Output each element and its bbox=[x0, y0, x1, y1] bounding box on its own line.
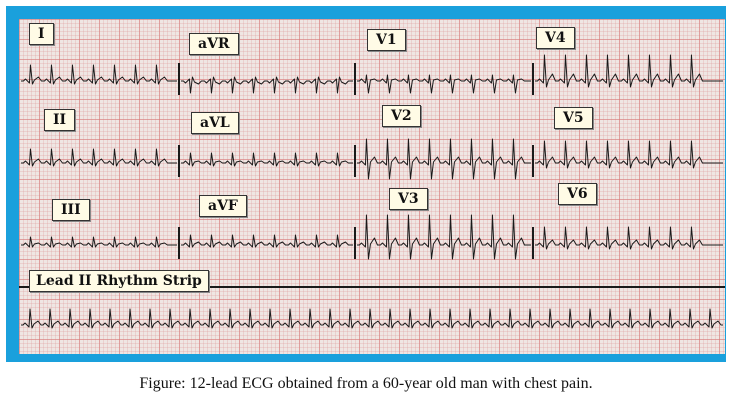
lead-ii-rhythm-trace bbox=[21, 308, 723, 329]
lead-v1-trace bbox=[357, 74, 531, 94]
lead-v5-trace bbox=[535, 140, 723, 169]
lead-ii-trace bbox=[21, 148, 177, 167]
lead-label-v3: V3 bbox=[389, 188, 428, 210]
lead-v3-trace bbox=[357, 214, 531, 260]
lead-avr-trace bbox=[181, 76, 353, 94]
lead-i-trace bbox=[21, 64, 177, 85]
figure-frame: I aVR V1 V4 II aVL V2 V5 III aVF V3 V6 L… bbox=[6, 6, 726, 362]
ecg-traces bbox=[19, 54, 725, 329]
lead-label-v5: V5 bbox=[554, 107, 593, 129]
lead-label-iii: III bbox=[52, 199, 90, 221]
lead-label-avf: aVF bbox=[199, 195, 247, 217]
lead-label-v1: V1 bbox=[367, 29, 406, 51]
lead-label-ii: II bbox=[44, 109, 76, 131]
lead-label-v2: V2 bbox=[382, 105, 421, 127]
ecg-paper: I aVR V1 V4 II aVL V2 V5 III aVF V3 V6 L… bbox=[19, 19, 725, 354]
lead-v4-trace bbox=[535, 54, 723, 88]
lead-v6-trace bbox=[535, 226, 723, 250]
lead-label-v4: V4 bbox=[536, 27, 575, 49]
lead-label-avr: aVR bbox=[189, 33, 239, 55]
lead-label-avl: aVL bbox=[191, 112, 239, 134]
rhythm-strip-label: Lead II Rhythm Strip bbox=[29, 270, 209, 292]
lead-label-i: I bbox=[29, 23, 54, 45]
lead-iii-trace bbox=[21, 236, 177, 248]
figure-caption: Figure: 12-lead ECG obtained from a 60-y… bbox=[139, 375, 593, 392]
lead-avf-trace bbox=[181, 234, 353, 248]
lead-avl-trace bbox=[181, 152, 353, 167]
lead-label-v6: V6 bbox=[558, 183, 597, 205]
lead-v2-trace bbox=[357, 138, 531, 180]
